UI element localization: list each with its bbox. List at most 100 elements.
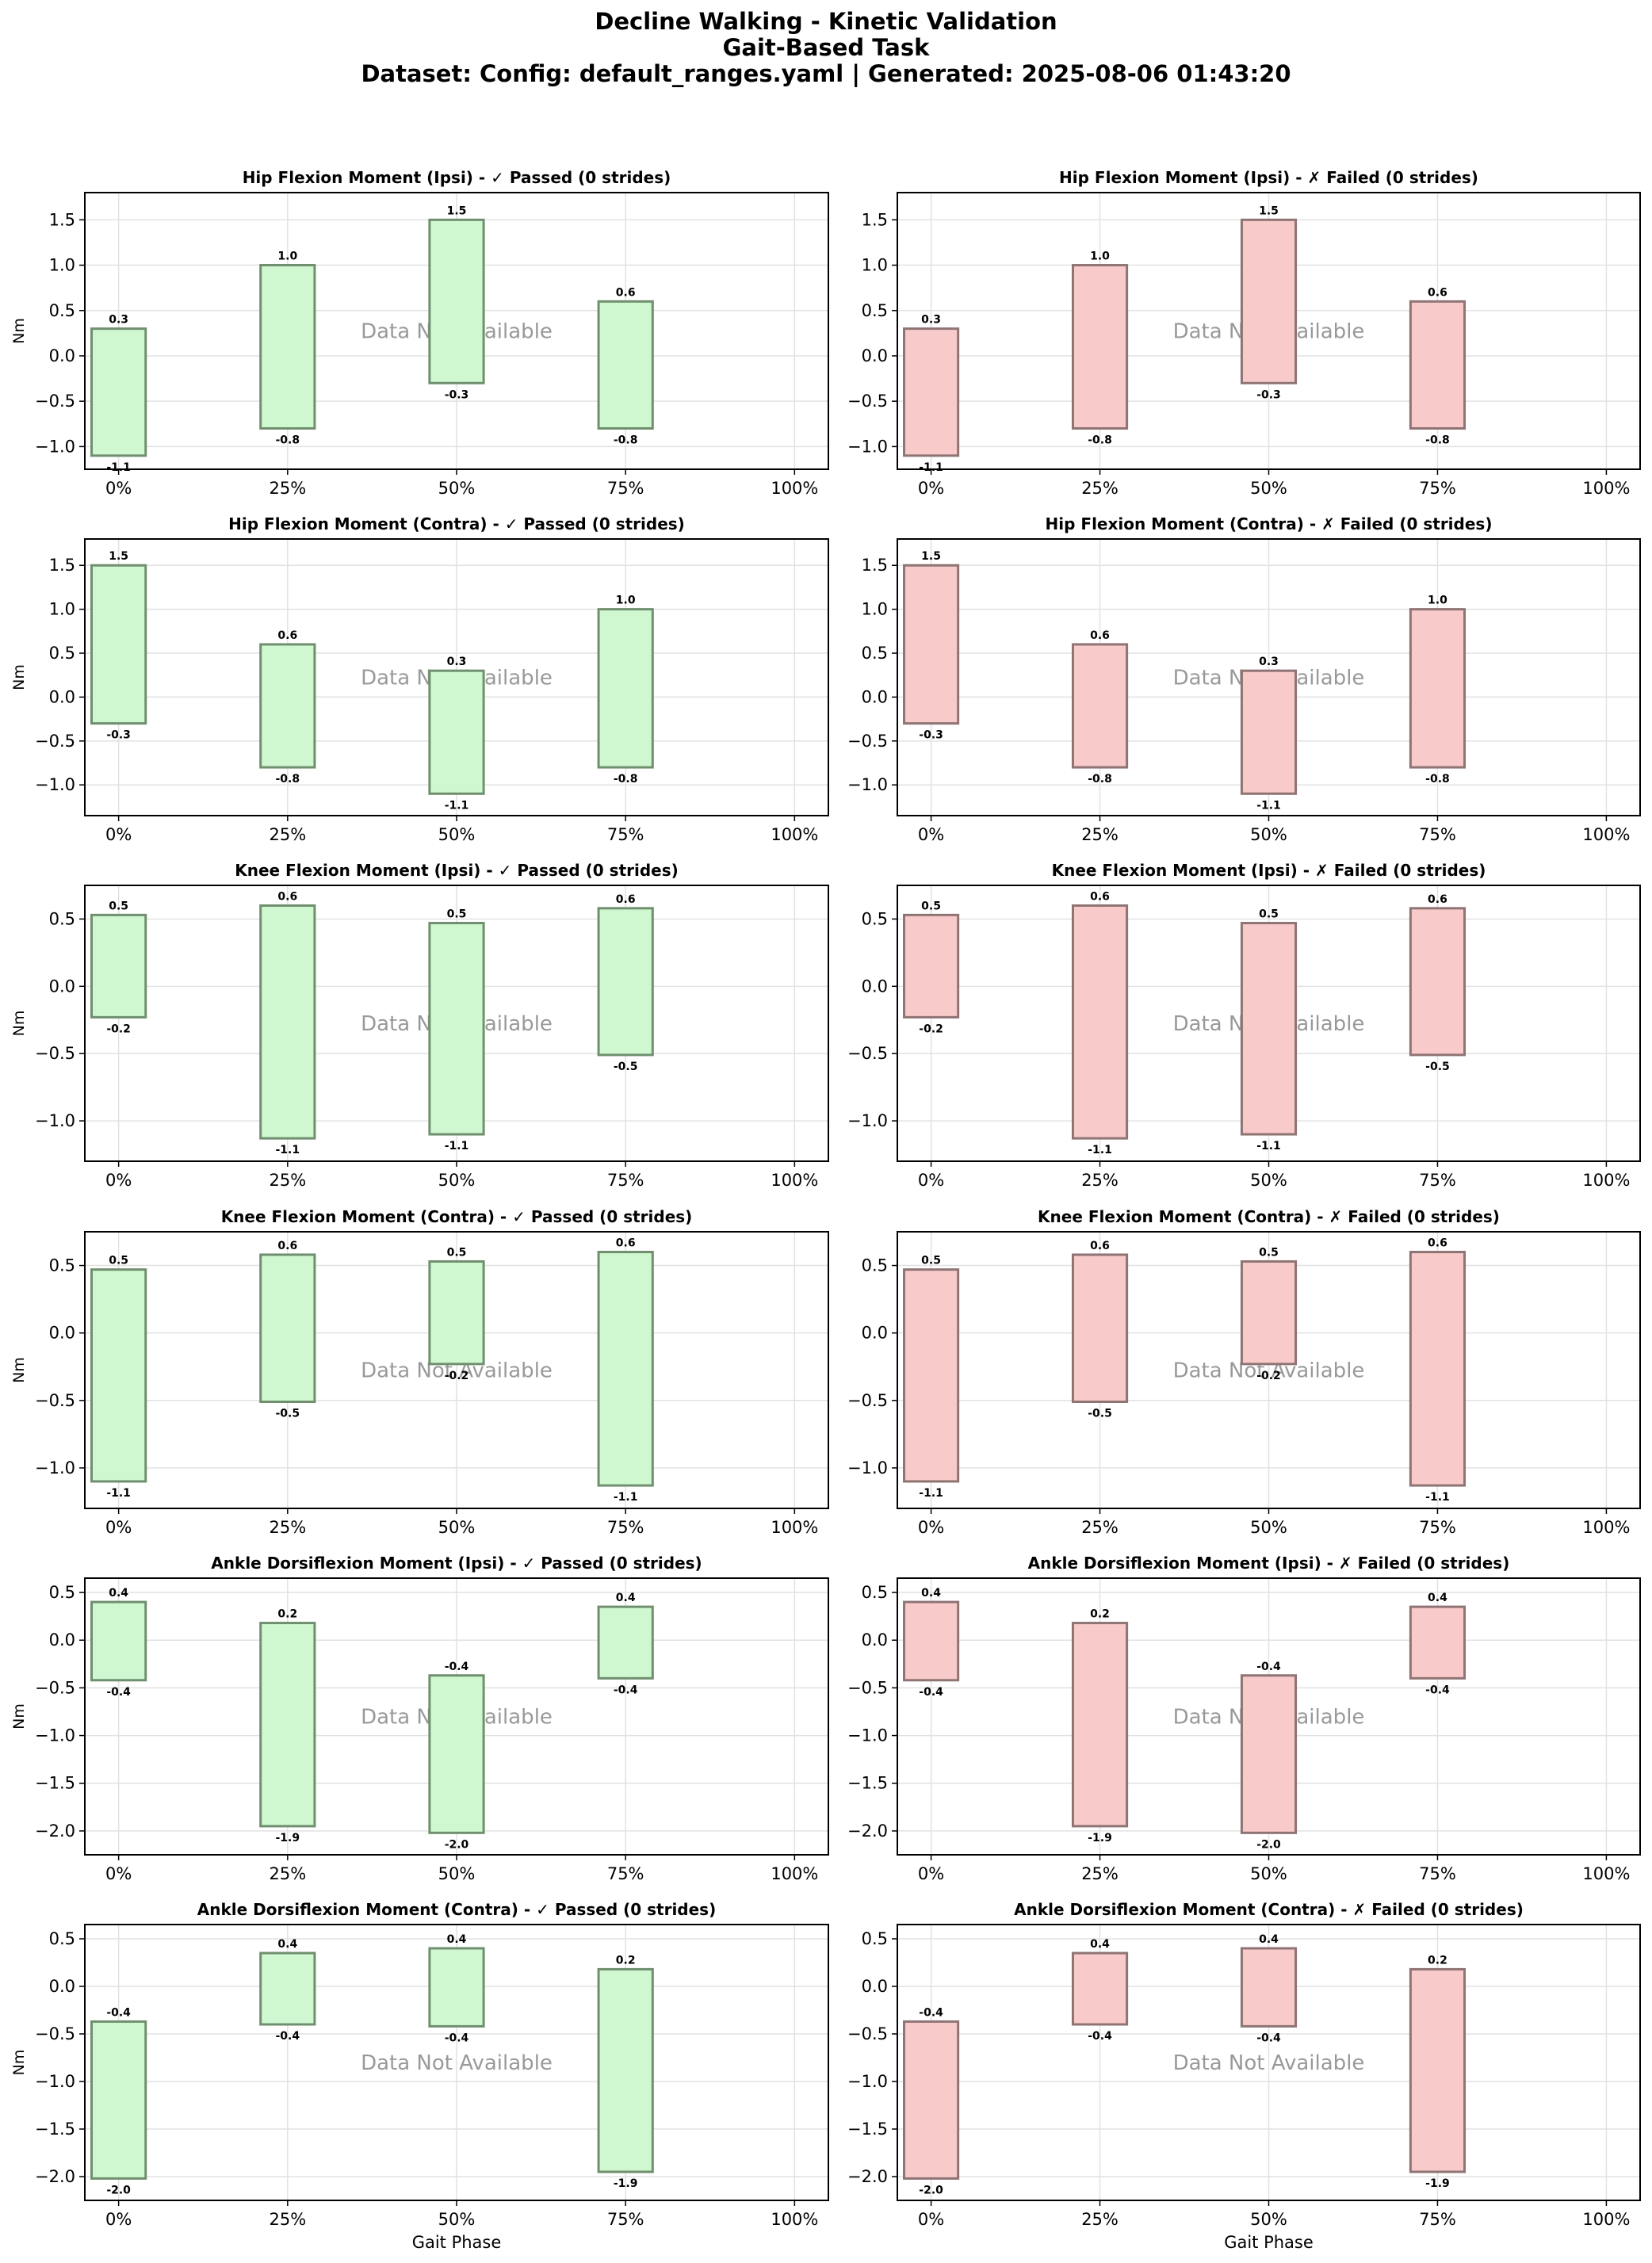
- bar-lower-label: -1.1: [614, 1491, 638, 1504]
- x-tick-label: 0%: [918, 1518, 944, 1537]
- y-axis-label: Nm: [10, 1011, 28, 1037]
- y-axis-label: Nm: [10, 1703, 28, 1730]
- bar-lower-label: -0.8: [1425, 434, 1450, 447]
- figure-title-line-1: Decline Walking - Kinetic Validation: [595, 8, 1057, 35]
- y-tick-label: 0.5: [49, 644, 75, 663]
- bar-lower-label: -0.4: [614, 1684, 638, 1696]
- range-bar: [903, 564, 960, 725]
- bar-upper-label: 0.3: [1259, 656, 1279, 668]
- x-tick-label: 25%: [1081, 1171, 1119, 1190]
- y-tick-label: −1.0: [847, 1458, 888, 1477]
- y-tick-label: −0.5: [35, 1044, 75, 1063]
- y-tick-label: 0.5: [49, 909, 75, 928]
- range-bar: [428, 218, 485, 384]
- bar-upper-label: 0.6: [1428, 893, 1447, 906]
- x-tick-label: 100%: [771, 2210, 818, 2229]
- y-tick-label: −1.0: [847, 1111, 888, 1130]
- x-tick-label: 75%: [1419, 1864, 1456, 1883]
- bar-lower-label: -0.8: [276, 773, 300, 786]
- bar-upper-label: 1.5: [447, 205, 467, 217]
- x-tick-label: 50%: [1250, 1864, 1287, 1883]
- range-bar: [1071, 904, 1129, 1140]
- subplot-title: Knee Flexion Moment (Ipsi) - ✗ Failed (0…: [1052, 861, 1486, 880]
- range-bar: [597, 1251, 654, 1487]
- x-tick-label: 50%: [1250, 1171, 1287, 1190]
- bar-lower-label: -2.0: [445, 1838, 469, 1851]
- range-bar: [259, 1253, 316, 1404]
- x-tick-label: 75%: [1419, 1171, 1456, 1190]
- x-tick-label: 100%: [1582, 825, 1630, 844]
- x-tick-label: 75%: [607, 825, 644, 844]
- subplot-4: Data Not Available0.5-0.20.6-1.10.5-1.10…: [10, 861, 829, 1190]
- y-axis-label: Nm: [10, 2050, 28, 2076]
- figure-title-line-3: Dataset: Config: default_ranges.yaml | G…: [361, 60, 1291, 87]
- range-bar: [259, 264, 316, 430]
- bar-upper-label: -0.4: [445, 1661, 469, 1673]
- x-tick-label: 75%: [607, 2210, 644, 2229]
- bar-upper-label: 1.0: [616, 594, 636, 607]
- range-bar: [1409, 300, 1467, 430]
- range-bar: [1071, 1253, 1129, 1404]
- subplot-6: Data Not Available0.5-1.10.6-0.50.5-0.20…: [10, 1207, 829, 1537]
- bar-lower-label: -0.3: [445, 388, 469, 401]
- bar-upper-label: 0.4: [277, 1938, 297, 1951]
- no-data-text: Data Not Available: [361, 2051, 553, 2075]
- y-tick-label: 1.5: [862, 210, 888, 229]
- bar-lower-label: -0.2: [445, 1370, 469, 1382]
- range-bar: [428, 1260, 485, 1366]
- subplot-1: Data Not Available0.3-1.11.0-0.81.5-0.30…: [847, 168, 1641, 498]
- y-tick-label: −2.0: [847, 2167, 888, 2186]
- range-bar: [1071, 643, 1129, 769]
- y-tick-label: −1.0: [35, 775, 75, 794]
- range-bar: [428, 1674, 485, 1834]
- subplot-title: Hip Flexion Moment (Contra) - ✓ Passed (…: [228, 514, 685, 533]
- bar-lower-label: -2.0: [919, 2184, 943, 2196]
- bar-upper-label: 0.6: [1428, 286, 1447, 299]
- y-tick-label: 0.0: [49, 1977, 75, 1996]
- x-tick-label: 75%: [607, 1171, 644, 1190]
- bar-lower-label: -1.1: [1256, 799, 1281, 812]
- y-tick-label: −1.5: [847, 2120, 888, 2139]
- bar-upper-label: 0.6: [1090, 1240, 1110, 1252]
- subplot-title: Hip Flexion Moment (Ipsi) - ✓ Passed (0 …: [243, 168, 671, 187]
- y-tick-label: 0.5: [49, 1929, 75, 1948]
- bar-upper-label: 0.2: [616, 1954, 636, 1967]
- range-bar: [90, 564, 147, 725]
- x-tick-label: 0%: [918, 479, 944, 498]
- x-tick-label: 0%: [105, 1864, 132, 1883]
- x-tick-label: 50%: [1250, 2210, 1287, 2229]
- x-tick-label: 75%: [1419, 479, 1456, 498]
- x-tick-label: 25%: [269, 1864, 306, 1883]
- subplot-5: Data Not Available0.5-0.20.6-1.10.5-1.10…: [847, 861, 1641, 1190]
- bar-upper-label: -0.4: [919, 2006, 943, 2019]
- range-bar: [1240, 218, 1298, 384]
- y-tick-label: 0.0: [49, 1324, 75, 1343]
- x-tick-label: 50%: [438, 479, 476, 498]
- y-axis-label: Nm: [10, 318, 28, 344]
- y-tick-label: −1.0: [35, 1111, 75, 1130]
- figure-title-line-2: Gait-Based Task: [722, 34, 930, 61]
- range-bar: [1071, 264, 1129, 430]
- x-tick-label: 100%: [1582, 479, 1630, 498]
- y-tick-label: −1.5: [35, 2120, 75, 2139]
- range-bar: [259, 1622, 316, 1828]
- x-tick-label: 25%: [269, 1518, 306, 1537]
- x-tick-label: 50%: [1250, 479, 1287, 498]
- bar-upper-label: 0.5: [1259, 1246, 1279, 1259]
- bar-upper-label: 0.6: [1090, 629, 1110, 642]
- bar-upper-label: 1.5: [109, 550, 128, 563]
- y-axis-label: Nm: [10, 1357, 28, 1383]
- bar-upper-label: 1.5: [921, 550, 941, 563]
- x-tick-label: 25%: [1081, 1518, 1119, 1537]
- y-tick-label: −0.5: [35, 1678, 75, 1697]
- range-bar: [597, 608, 654, 769]
- y-tick-label: 0.5: [862, 1929, 888, 1948]
- bar-upper-label: 0.3: [447, 656, 467, 668]
- bar-lower-label: -1.9: [1088, 1832, 1112, 1844]
- bar-lower-label: -0.8: [1088, 773, 1112, 786]
- y-tick-label: −0.5: [847, 1391, 888, 1410]
- bar-lower-label: -0.3: [1256, 388, 1281, 401]
- x-tick-label: 50%: [1250, 825, 1287, 844]
- bar-lower-label: -2.0: [106, 2184, 131, 2196]
- x-tick-label: 75%: [1419, 1518, 1456, 1537]
